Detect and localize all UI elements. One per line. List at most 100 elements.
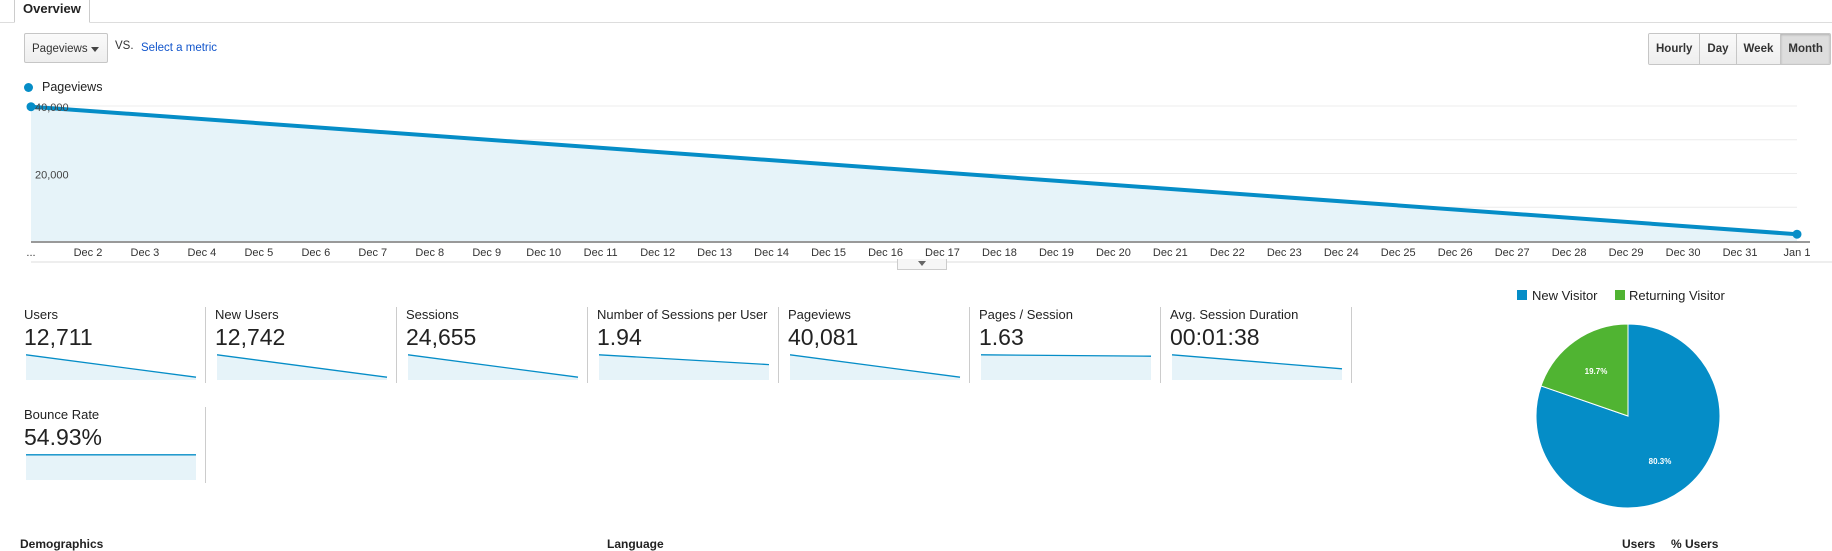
- sparkline-line: [981, 354, 1152, 357]
- period-button-group: Hourly Day Week Month: [1648, 33, 1831, 65]
- sparkline-area: [981, 354, 1151, 380]
- x-tick-label: Dec 30: [1666, 247, 1701, 259]
- x-tick-label: Dec 3: [131, 247, 160, 259]
- x-tick-label: Dec 23: [1267, 247, 1302, 259]
- metric-card-avg-session-duration[interactable]: Avg. Session Duration 00:01:38: [1170, 307, 1352, 383]
- metric-card-users[interactable]: Users 12,711: [24, 307, 206, 383]
- sparkline: [599, 354, 770, 380]
- sparkline-line: [217, 354, 388, 378]
- pie-slice-label: 80.3%: [1649, 457, 1672, 466]
- metric-label: Bounce Rate: [24, 407, 100, 422]
- vs-label: VS.: [115, 40, 134, 52]
- legend-label-new-visitor: New Visitor: [1532, 288, 1598, 303]
- pie-slice-returning-visitor[interactable]: [1540, 323, 1629, 417]
- pie-slice-new-visitor[interactable]: [1535, 323, 1721, 509]
- select-metric-link[interactable]: Select a metric: [141, 42, 218, 54]
- x-tick-label: Dec 7: [358, 247, 387, 259]
- x-tick-label: Dec 16: [868, 247, 903, 259]
- chevron-down-icon: [918, 261, 926, 266]
- x-tick-label: Dec 14: [754, 247, 789, 259]
- x-tick-label: Dec 5: [244, 247, 273, 259]
- x-tick-label: Jan 1: [1784, 247, 1811, 259]
- y-tick-label: 20,000: [35, 170, 69, 182]
- x-tick-label: Dec 21: [1153, 247, 1188, 259]
- x-tick-label: Dec 6: [301, 247, 330, 259]
- y-tick-label: 40,000: [35, 102, 69, 114]
- x-tick-label: Dec 12: [640, 247, 675, 259]
- sparkline-area: [26, 354, 196, 380]
- metric-card-pageviews[interactable]: Pageviews 40,081: [788, 307, 970, 383]
- metric-card-new-users[interactable]: New Users 12,742: [215, 307, 397, 383]
- metric-select[interactable]: Pageviews: [24, 33, 108, 63]
- series-legend-dot: [24, 83, 33, 92]
- sparkline-area: [26, 454, 196, 480]
- sparkline-area: [1172, 354, 1342, 380]
- x-tick-label: Dec 10: [526, 247, 561, 259]
- x-tick-label: Dec 27: [1495, 247, 1530, 259]
- pct-users-column-header: % Users: [1671, 537, 1719, 551]
- hourly-button[interactable]: Hourly: [1649, 34, 1700, 64]
- x-tick-label: Dec 18: [982, 247, 1017, 259]
- sparkline: [26, 454, 196, 480]
- tab-divider: [0, 22, 1832, 23]
- metric-select-value: Pageviews: [32, 43, 88, 55]
- x-tick-label: Dec 19: [1039, 247, 1074, 259]
- metric-card-sessions-per-user[interactable]: Number of Sessions per User 1.94: [597, 307, 779, 383]
- sparkline-line: [408, 354, 579, 378]
- sparkline-line: [26, 354, 197, 378]
- metric-label: Number of Sessions per User: [597, 307, 768, 322]
- sparkline: [1172, 354, 1343, 380]
- x-tick-label: Dec 29: [1609, 247, 1644, 259]
- sparkline-area: [599, 354, 769, 380]
- metric-value: 40,081: [788, 324, 859, 350]
- metric-value: 54.93%: [24, 424, 103, 450]
- x-tick-label: Dec 20: [1096, 247, 1131, 259]
- x-tick-label: Dec 8: [415, 247, 444, 259]
- x-tick-label: Dec 13: [697, 247, 732, 259]
- metric-label: Pages / Session: [979, 307, 1073, 322]
- metric-value: 24,655: [406, 324, 477, 350]
- x-tick-label: Dec 31: [1723, 247, 1758, 259]
- x-tick-label: Dec 9: [472, 247, 501, 259]
- metric-label: New Users: [215, 307, 279, 322]
- sparkline-line: [790, 354, 961, 378]
- legend-swatch-new-visitor: [1517, 290, 1527, 300]
- sparkline: [981, 354, 1152, 380]
- metric-label: Pageviews: [788, 307, 851, 322]
- x-tick-label: ...: [26, 247, 35, 259]
- sparkline: [217, 354, 388, 380]
- x-tick-label: Dec 22: [1210, 247, 1245, 259]
- legend-label-returning-visitor: Returning Visitor: [1629, 288, 1725, 303]
- demographics-heading: Demographics: [20, 537, 104, 551]
- data-point[interactable]: [26, 102, 36, 112]
- metric-label: Sessions: [406, 307, 459, 322]
- x-tick-label: Dec 11: [584, 247, 618, 259]
- x-tick-label: Dec 26: [1438, 247, 1473, 259]
- metric-label: Users: [24, 307, 58, 322]
- metric-label: Avg. Session Duration: [1170, 307, 1299, 322]
- pageviews-line-chart: 40,000 20,000... Dec 2 Dec 3 Dec 4 Dec 5 Dec 6…: [26, 102, 1832, 263]
- metric-value: 12,742: [215, 324, 286, 350]
- sparkline-area: [790, 354, 960, 380]
- sparkline-line: [1172, 354, 1343, 370]
- metric-value: 00:01:38: [1170, 324, 1260, 350]
- metric-card-sessions[interactable]: Sessions 24,655: [406, 307, 588, 383]
- metric-card-bounce-rate[interactable]: Bounce Rate 54.93%: [24, 407, 206, 483]
- metric-card-pages-per-session[interactable]: Pages / Session 1.63: [979, 307, 1161, 383]
- metric-value: 1.63: [979, 324, 1024, 350]
- data-point[interactable]: [1792, 229, 1802, 239]
- metric-value: 1.94: [597, 324, 642, 350]
- tab-overview[interactable]: Overview: [14, 0, 90, 23]
- x-tick-label: Dec 15: [811, 247, 846, 259]
- day-button[interactable]: Day: [1699, 34, 1736, 64]
- sparkline: [26, 354, 197, 380]
- sparkline: [408, 354, 579, 380]
- visitor-pie-chart: 80.3% 19.7%: [1535, 323, 1721, 509]
- x-tick-label: Dec 4: [188, 247, 217, 259]
- chart-collapse-toggle[interactable]: [897, 259, 947, 270]
- metric-value: 12,711: [24, 324, 93, 350]
- month-button[interactable]: Month: [1780, 34, 1830, 64]
- chevron-down-icon: [91, 47, 99, 52]
- x-tick-label: Dec 17: [925, 247, 960, 259]
- week-button[interactable]: Week: [1735, 34, 1781, 64]
